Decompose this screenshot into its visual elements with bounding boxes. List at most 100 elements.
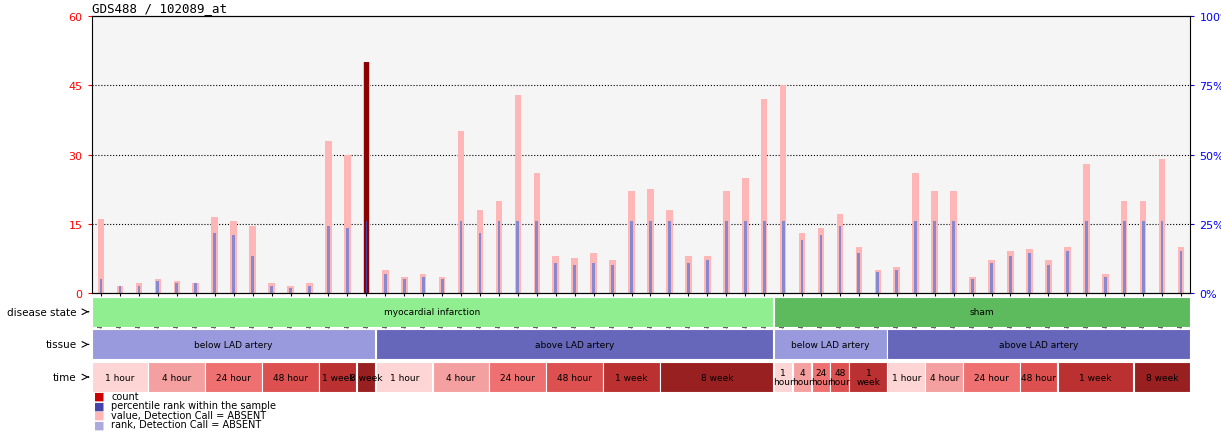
Bar (1179, 252, 1182, 293)
Bar (1020, 362, 1057, 392)
Bar (400, 277, 408, 293)
Bar (856, 247, 862, 293)
Text: 24 hour: 24 hour (974, 373, 1009, 381)
Text: 1 week: 1 week (1079, 373, 1112, 381)
Bar (801, 240, 803, 293)
Bar (630, 222, 632, 293)
Bar (458, 132, 464, 293)
Bar (497, 222, 501, 293)
Bar (554, 263, 557, 293)
Text: 1
hour: 1 hour (773, 368, 794, 386)
Bar (490, 362, 546, 392)
Bar (92, 362, 148, 392)
Bar (1007, 252, 1013, 293)
Bar (535, 222, 538, 293)
Text: below LAD artery: below LAD artery (194, 340, 274, 349)
Bar (552, 256, 559, 293)
Bar (92, 297, 773, 327)
Text: 1 hour: 1 hour (105, 373, 134, 381)
Bar (877, 272, 879, 293)
Bar (176, 284, 178, 293)
Bar (830, 362, 849, 392)
Bar (252, 256, 254, 293)
Bar (211, 217, 219, 293)
Bar (1083, 164, 1089, 293)
Bar (1045, 261, 1051, 293)
Bar (205, 362, 261, 392)
Bar (98, 220, 104, 293)
Text: 1 week: 1 week (615, 373, 648, 381)
Bar (194, 284, 198, 293)
Bar (325, 141, 332, 293)
Bar (1063, 247, 1071, 293)
Bar (214, 233, 216, 293)
Bar (438, 277, 446, 293)
Bar (571, 259, 578, 293)
Text: 8 week: 8 week (1145, 373, 1178, 381)
Bar (661, 362, 773, 392)
Bar (763, 222, 766, 293)
Bar (344, 155, 350, 293)
Bar (742, 178, 748, 293)
Bar (365, 222, 368, 293)
Text: 24
hour: 24 hour (811, 368, 832, 386)
Text: myocardial infarction: myocardial infarction (385, 308, 481, 316)
Bar (971, 279, 974, 293)
Bar (136, 284, 143, 293)
Text: 1 hour: 1 hour (891, 373, 921, 381)
Bar (932, 192, 938, 293)
Bar (289, 288, 292, 293)
Bar (667, 210, 673, 293)
Bar (346, 229, 349, 293)
Bar (685, 256, 692, 293)
Bar (574, 265, 576, 293)
Bar (725, 222, 728, 293)
Text: ■: ■ (94, 410, 105, 420)
Text: 8 week: 8 week (350, 373, 382, 381)
Bar (836, 215, 844, 293)
Text: sham: sham (969, 308, 994, 316)
Bar (193, 284, 199, 293)
Bar (723, 192, 730, 293)
Bar (383, 275, 387, 293)
Bar (933, 222, 937, 293)
Bar (306, 284, 313, 293)
Bar (857, 254, 861, 293)
Bar (149, 362, 205, 392)
Bar (888, 362, 924, 392)
Bar (839, 227, 841, 293)
Bar (988, 261, 995, 293)
Bar (231, 222, 237, 293)
Bar (895, 270, 899, 293)
Text: 48 hour: 48 hour (274, 373, 308, 381)
Text: percentile rank within the sample: percentile rank within the sample (111, 401, 276, 410)
Text: ■: ■ (94, 391, 105, 401)
Text: 4 hour: 4 hour (447, 373, 476, 381)
Bar (363, 63, 370, 293)
Bar (92, 329, 375, 360)
Bar (761, 100, 768, 293)
Bar (792, 362, 811, 392)
Bar (812, 362, 830, 392)
Bar (382, 270, 388, 293)
Bar (1142, 222, 1144, 293)
Bar (287, 286, 294, 293)
Bar (1161, 222, 1164, 293)
Bar (516, 222, 519, 293)
Bar (421, 277, 425, 293)
Bar (1084, 222, 1088, 293)
Text: 24 hour: 24 hour (501, 373, 535, 381)
Text: below LAD artery: below LAD artery (791, 340, 869, 349)
Text: ■: ■ (94, 420, 105, 429)
Bar (263, 362, 319, 392)
Bar (819, 236, 823, 293)
Bar (926, 362, 962, 392)
Bar (514, 95, 521, 293)
Bar (1104, 277, 1106, 293)
Bar (1133, 362, 1190, 392)
Bar (590, 254, 597, 293)
Text: GDS488 / 102089_at: GDS488 / 102089_at (92, 2, 227, 15)
Bar (319, 362, 357, 392)
Bar (668, 222, 670, 293)
Bar (476, 210, 484, 293)
